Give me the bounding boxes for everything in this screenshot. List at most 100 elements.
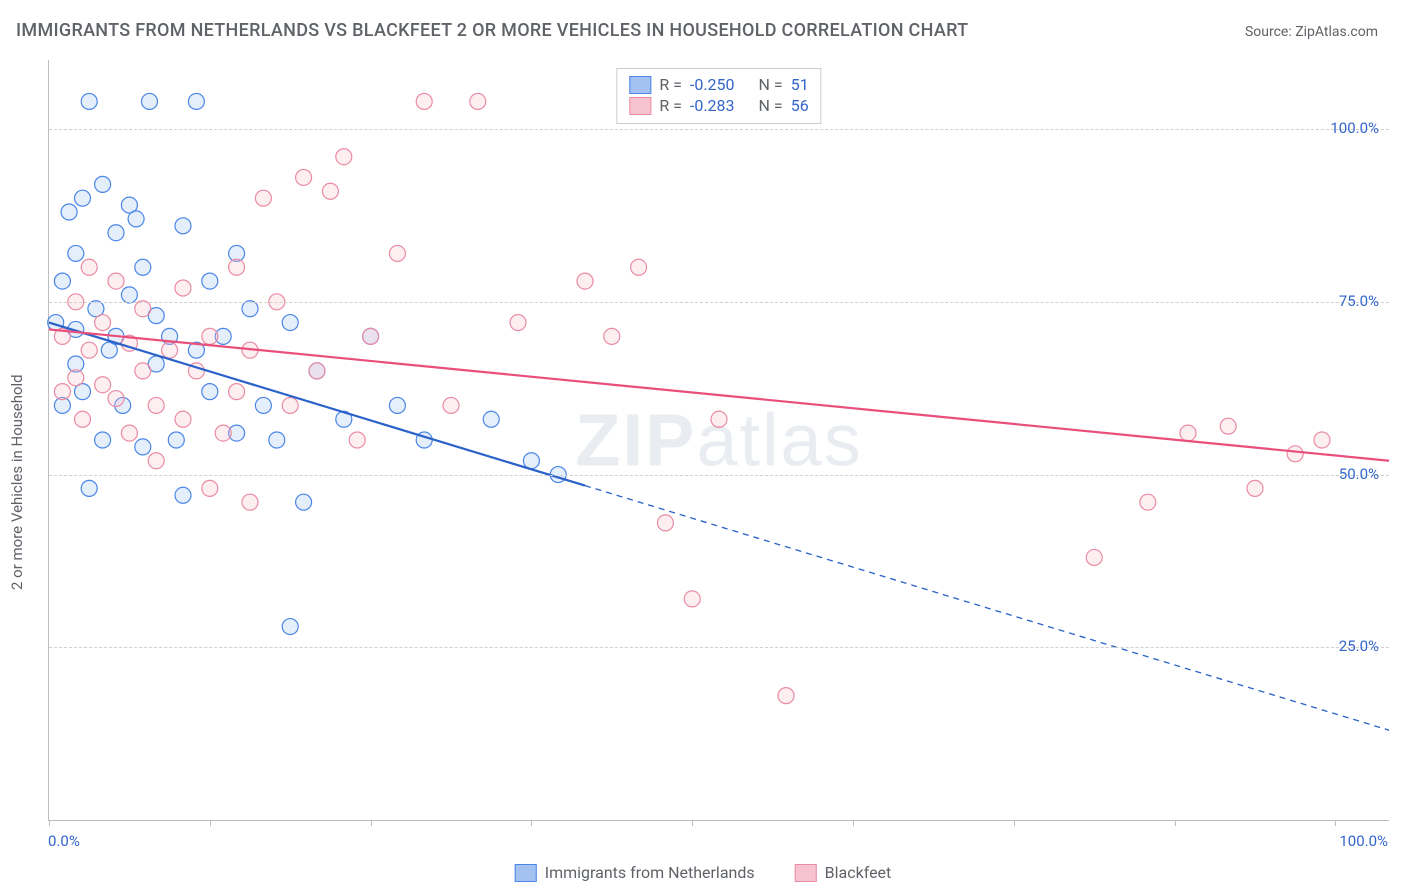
x-axis-min-label: 0.0% <box>48 832 80 850</box>
data-point <box>95 176 111 192</box>
data-point <box>121 425 137 441</box>
x-tick <box>49 820 50 826</box>
data-point <box>162 342 178 358</box>
legend-r-value-2: -0.283 <box>690 96 735 115</box>
data-point <box>81 480 97 496</box>
data-point <box>1287 446 1303 462</box>
data-point <box>282 315 298 331</box>
legend-bottom-label-1: Immigrants from Netherlands <box>545 863 755 882</box>
legend-r-label-1: R = <box>659 75 682 94</box>
x-tick <box>531 820 532 826</box>
data-point <box>54 384 70 400</box>
data-point <box>778 688 794 704</box>
data-point <box>577 273 593 289</box>
data-point <box>135 259 151 275</box>
data-point <box>175 411 191 427</box>
data-point <box>61 204 77 220</box>
data-point <box>1314 432 1330 448</box>
data-point <box>68 245 84 261</box>
legend-row-series-2: R = -0.283 N = 56 <box>629 96 808 115</box>
data-point <box>188 93 204 109</box>
x-tick <box>210 820 211 826</box>
data-point <box>95 315 111 331</box>
gridline <box>49 302 1389 303</box>
data-point <box>229 384 245 400</box>
data-point <box>1086 549 1102 565</box>
legend-r-value-1: -0.250 <box>690 75 735 94</box>
data-point <box>523 453 539 469</box>
legend-series: Immigrants from Netherlands Blackfeet <box>515 863 892 882</box>
data-point <box>128 211 144 227</box>
data-point <box>215 425 231 441</box>
data-point <box>108 391 124 407</box>
data-point <box>1140 494 1156 510</box>
data-point <box>148 397 164 413</box>
data-point <box>148 453 164 469</box>
x-tick <box>1014 820 1015 826</box>
legend-item-netherlands: Immigrants from Netherlands <box>515 863 755 882</box>
data-point <box>363 328 379 344</box>
data-point <box>470 93 486 109</box>
data-point <box>121 287 137 303</box>
data-point <box>296 494 312 510</box>
data-point <box>81 342 97 358</box>
data-point <box>684 591 700 607</box>
gridline <box>49 129 1389 130</box>
x-tick <box>1335 820 1336 826</box>
data-point <box>81 93 97 109</box>
legend-correlation-box: R = -0.250 N = 51 R = -0.283 N = 56 <box>616 68 821 124</box>
data-point <box>389 397 405 413</box>
data-point <box>168 432 184 448</box>
data-point <box>255 397 271 413</box>
legend-bottom-label-2: Blackfeet <box>825 863 892 882</box>
data-point <box>175 280 191 296</box>
data-point <box>242 494 258 510</box>
data-point <box>135 363 151 379</box>
legend-n-value-1: 51 <box>791 75 809 94</box>
data-point <box>202 480 218 496</box>
chart-container: 2 or more Vehicles in Household ZIPatlas… <box>0 50 1406 892</box>
legend-n-value-2: 56 <box>791 96 809 115</box>
data-point <box>242 301 258 317</box>
data-point <box>95 377 111 393</box>
y-tick-label: 75.0% <box>1339 292 1379 310</box>
data-point <box>416 93 432 109</box>
x-tick <box>853 820 854 826</box>
data-point <box>336 149 352 165</box>
data-point <box>175 218 191 234</box>
data-point <box>269 432 285 448</box>
legend-bottom-swatch-2 <box>795 864 817 882</box>
data-point <box>135 439 151 455</box>
data-point <box>108 273 124 289</box>
data-point <box>604 328 620 344</box>
data-point <box>510 315 526 331</box>
data-point <box>135 301 151 317</box>
source-attribution: Source: ZipAtlas.com <box>1245 24 1378 40</box>
legend-row-series-1: R = -0.250 N = 51 <box>629 75 808 94</box>
legend-n-label-2: N = <box>759 96 783 115</box>
data-point <box>309 363 325 379</box>
x-tick <box>692 820 693 826</box>
y-tick-label: 50.0% <box>1339 465 1379 483</box>
chart-title: IMMIGRANTS FROM NETHERLANDS VS BLACKFEET… <box>16 20 968 41</box>
gridline <box>49 475 1389 476</box>
regression-line-dashed <box>585 486 1389 731</box>
data-point <box>68 370 84 386</box>
data-point <box>282 397 298 413</box>
legend-item-blackfeet: Blackfeet <box>795 863 892 882</box>
legend-swatch-2 <box>629 97 651 115</box>
data-point <box>95 432 111 448</box>
x-axis-max-label: 100.0% <box>1339 832 1388 850</box>
data-point <box>389 245 405 261</box>
legend-bottom-swatch-1 <box>515 864 537 882</box>
data-point <box>657 515 673 531</box>
legend-swatch-1 <box>629 76 651 94</box>
data-point <box>75 411 91 427</box>
data-point <box>202 273 218 289</box>
data-point <box>282 619 298 635</box>
data-point <box>54 273 70 289</box>
data-point <box>1247 480 1263 496</box>
data-point <box>349 432 365 448</box>
legend-r-label-2: R = <box>659 96 682 115</box>
data-point <box>202 328 218 344</box>
